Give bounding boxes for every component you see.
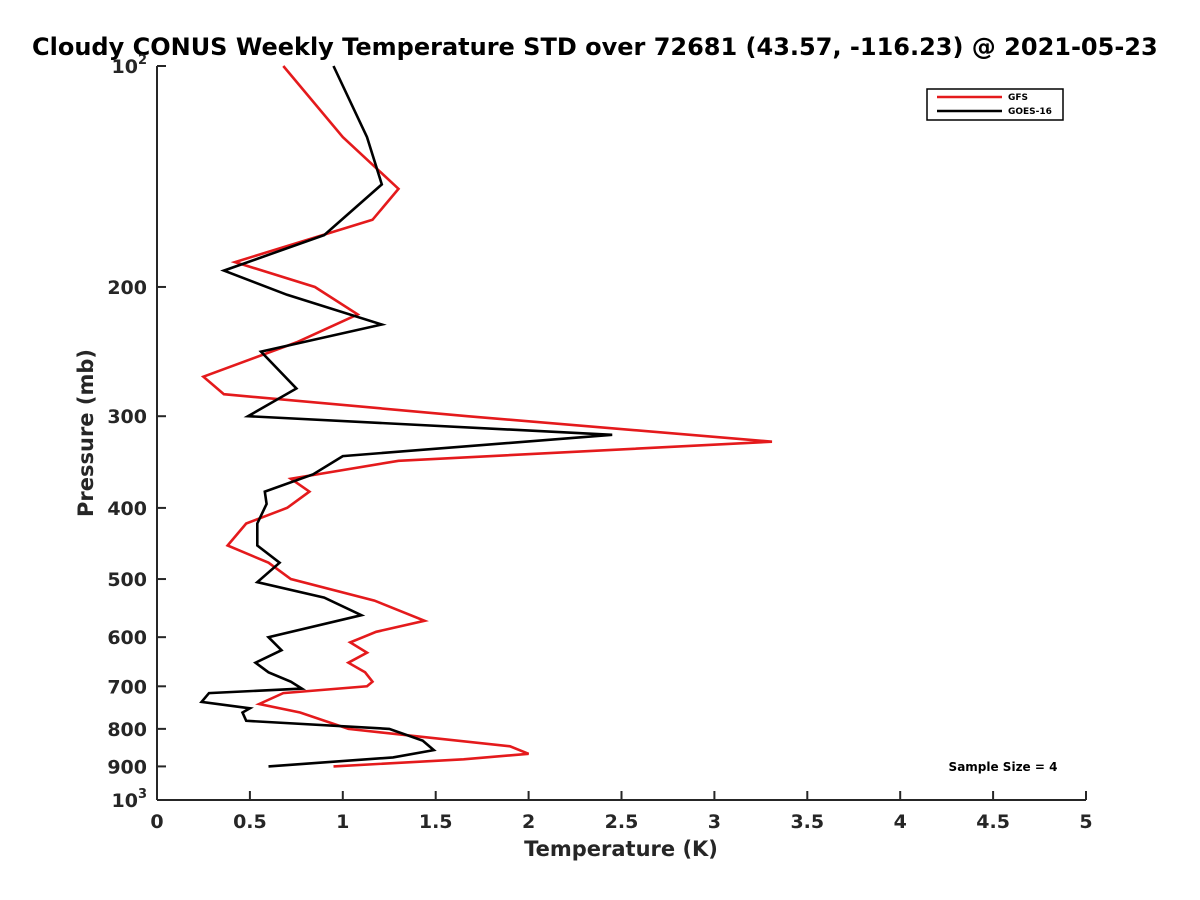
x-tick-label: 2: [522, 811, 535, 833]
legend-label: GOES-16: [1008, 107, 1052, 117]
y-axis-label: Pressure (mb): [74, 349, 98, 517]
x-tick-label: 1: [336, 811, 349, 833]
legend: GFS GOES-16: [926, 88, 1064, 121]
y-tick-label-exponent: 3: [138, 787, 147, 802]
series-line-gfs: [200, 65, 773, 768]
y-tick-label: 700: [107, 676, 147, 698]
chart-title: Cloudy CONUS Weekly Temperature STD over…: [32, 33, 1158, 61]
y-tick-label: 200: [107, 277, 147, 299]
y-tick-label: 800: [107, 719, 147, 741]
x-tick-label: 0.5: [233, 811, 267, 833]
x-axis-label: Temperature (K): [524, 837, 718, 861]
legend-box: [926, 88, 1064, 121]
x-tick-label: 4: [894, 811, 907, 833]
x-tick-label: 3.5: [790, 811, 824, 833]
y-tick-label-base: 10: [112, 56, 138, 78]
y-tick-label: 900: [107, 756, 147, 778]
x-tick-label: 4.5: [976, 811, 1010, 833]
legend-label: GFS: [1008, 93, 1028, 103]
x-tick-label: 5: [1079, 811, 1092, 833]
x-tick-label: 3: [708, 811, 721, 833]
y-tick-label-exponent: 2: [138, 53, 147, 68]
y-tick-label: 400: [107, 498, 147, 520]
y-tick-label: 500: [107, 569, 147, 591]
x-tick-label: 1.5: [419, 811, 453, 833]
y-tick-label: 300: [107, 406, 147, 428]
y-tick-label: 102: [112, 53, 148, 78]
y-tick-label-base: 10: [112, 790, 138, 812]
plot-area: 0 0.5 1 1.5 2 2.5 3 3.5 4 4.5 51022003004005006007…: [107, 53, 1092, 833]
series-line-goes-16: [199, 65, 613, 768]
sample-size-annotation: Sample Size = 4: [949, 760, 1058, 774]
y-tick-label: 600: [107, 627, 147, 649]
x-tick-label: 2.5: [605, 811, 639, 833]
x-tick-label: 0: [150, 811, 163, 833]
y-tick-label: 103: [112, 787, 148, 812]
